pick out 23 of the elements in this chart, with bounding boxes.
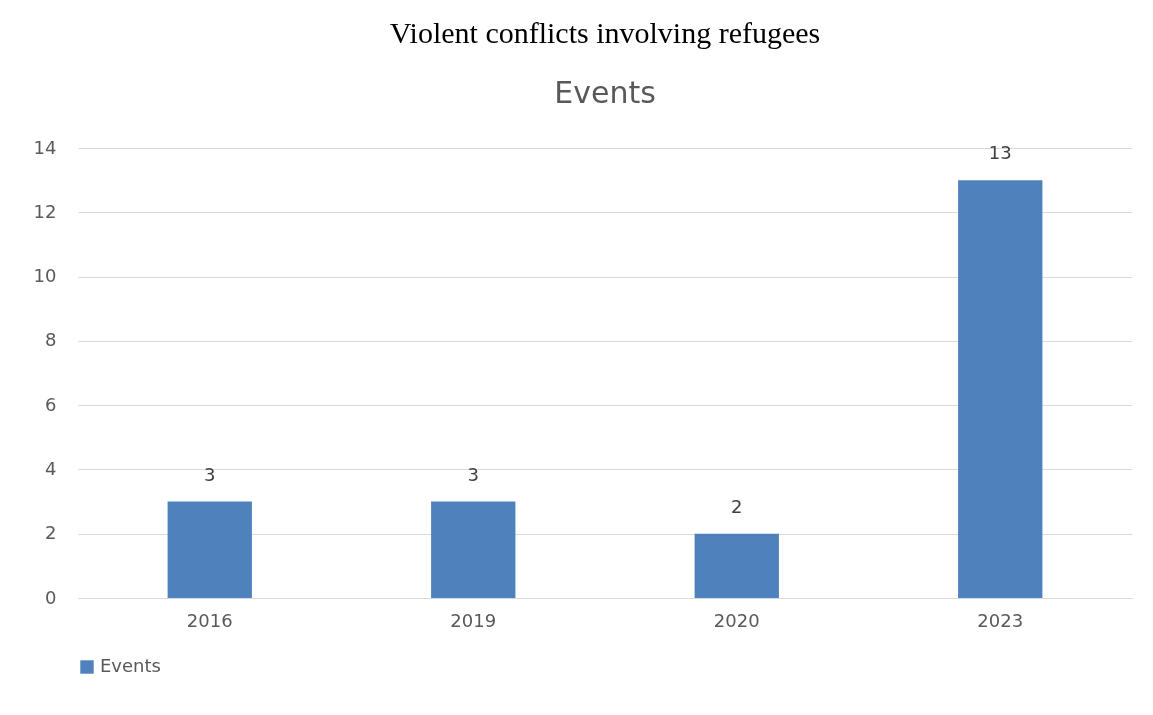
x-tick-label: 2019: [450, 609, 497, 631]
chart-title: Violent conflicts involving refugees: [389, 16, 821, 49]
y-tick-label: 0: [45, 586, 57, 608]
y-tick-label: 6: [45, 393, 57, 415]
bar: [167, 501, 252, 598]
data-label: 2: [731, 495, 743, 517]
y-tick-label: 12: [33, 200, 57, 222]
chart-subtitle: Events: [554, 75, 656, 110]
x-tick-label: 2023: [977, 609, 1024, 631]
y-tick-label: 8: [45, 329, 57, 351]
legend-label: Events: [100, 655, 161, 676]
x-tick-label: 2020: [713, 609, 760, 631]
y-tick-label: 2: [45, 522, 57, 544]
x-tick-label: 2016: [186, 609, 233, 631]
bar: [958, 180, 1043, 598]
bar: [431, 501, 516, 598]
data-label: 3: [467, 463, 479, 485]
data-label: 13: [988, 142, 1012, 164]
data-label: 3: [204, 463, 216, 485]
y-tick-label: 4: [45, 457, 57, 479]
bar: [694, 533, 779, 598]
y-tick-label: 14: [33, 136, 57, 158]
y-tick-label: 10: [33, 265, 57, 287]
